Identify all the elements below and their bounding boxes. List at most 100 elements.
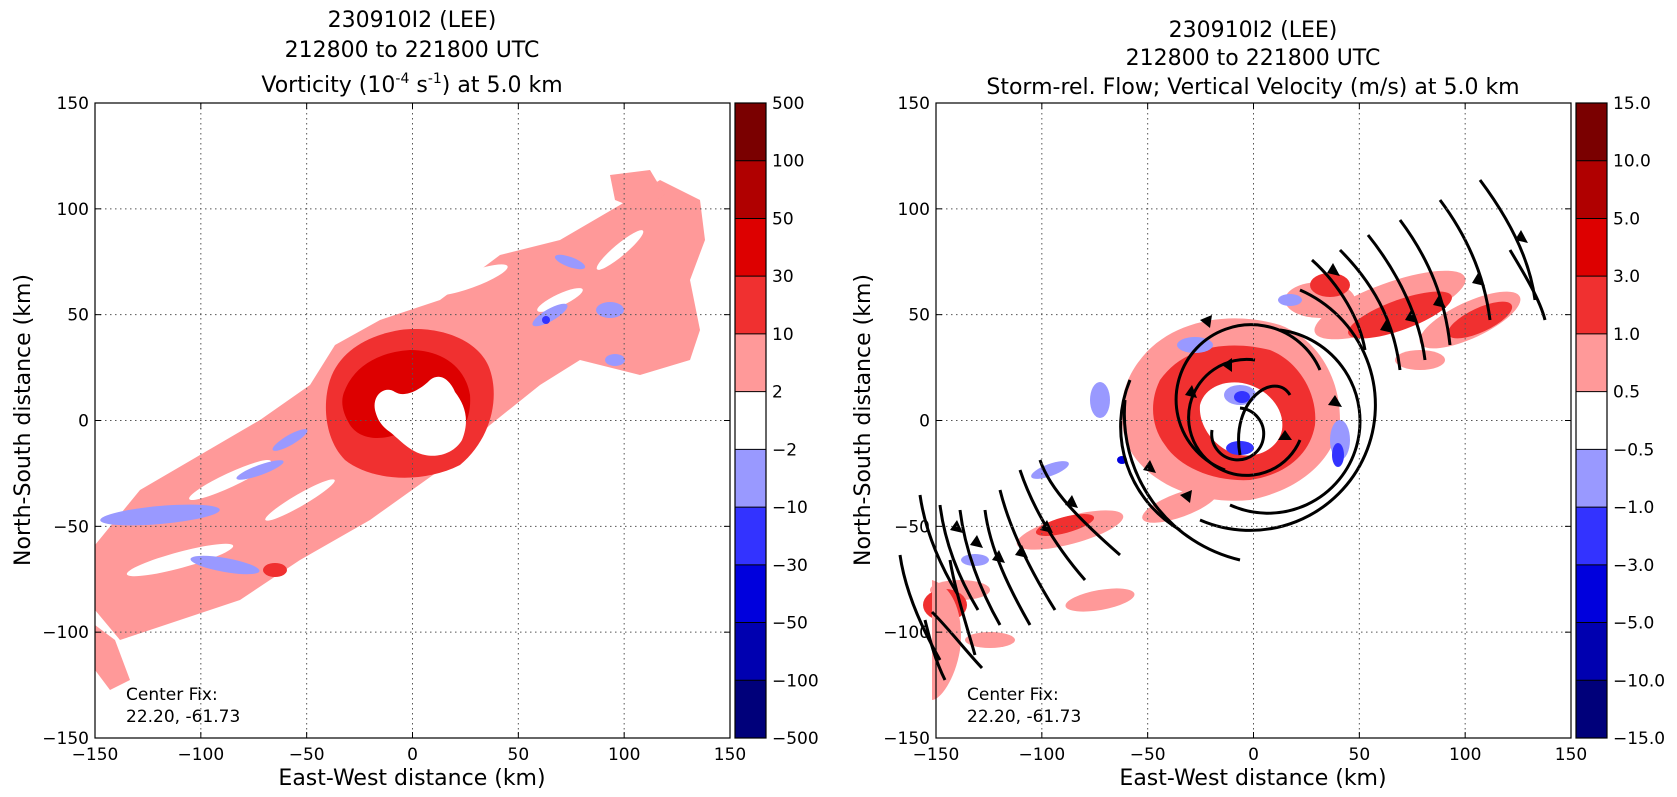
colorbar-swatch bbox=[1576, 218, 1607, 277]
plot-frame bbox=[935, 102, 1572, 739]
colorbar-swatch bbox=[1576, 160, 1607, 219]
panel1-title-line2: 212800 to 221800 UTC bbox=[285, 38, 540, 63]
panel2-title-line1: 230910I2 (LEE) bbox=[1169, 18, 1338, 43]
x-tick-label: −150 bbox=[72, 745, 119, 765]
panel2-x-axis-label: East-West distance (km) bbox=[1119, 766, 1386, 791]
y-tick-label: −150 bbox=[883, 729, 930, 749]
y-tick-label: −50 bbox=[53, 517, 89, 537]
y-tick-label: 0 bbox=[919, 412, 930, 432]
y-tick-label: 150 bbox=[57, 94, 89, 114]
colorbar-swatch bbox=[1576, 276, 1607, 335]
colorbar-swatch bbox=[1576, 103, 1607, 162]
colorbar-swatch bbox=[1576, 449, 1607, 508]
y-tick-label: 50 bbox=[908, 306, 930, 326]
colorbar-swatch bbox=[735, 103, 766, 162]
colorbar-label: −10.0 bbox=[1613, 671, 1665, 691]
colorbar-label: 5.0 bbox=[1613, 209, 1640, 229]
colorbar-label: −5.0 bbox=[1613, 614, 1654, 634]
y-tick-label: 150 bbox=[898, 94, 930, 114]
x-tick-label: −100 bbox=[1018, 745, 1065, 765]
colorbar-frame bbox=[1575, 102, 1608, 739]
colorbar-label: −500 bbox=[772, 729, 819, 749]
colorbar-frame bbox=[734, 102, 767, 739]
x-tick-label: −100 bbox=[177, 745, 224, 765]
colorbar-label: −100 bbox=[772, 671, 819, 691]
colorbar-swatch bbox=[1576, 333, 1607, 393]
colorbar-label: 10.0 bbox=[1613, 152, 1651, 172]
colorbar-swatch bbox=[735, 507, 766, 566]
colorbar-label: 15.0 bbox=[1613, 94, 1651, 114]
y-tick-label: 0 bbox=[78, 412, 89, 432]
colorbar-label: −10 bbox=[772, 498, 808, 518]
y-tick-label: −100 bbox=[883, 623, 930, 643]
panel1-center-fix-label: Center Fix: bbox=[126, 685, 218, 705]
y-tick-label: −50 bbox=[894, 517, 930, 537]
panel2-title-line2: 212800 to 221800 UTC bbox=[1126, 46, 1381, 71]
colorbar-swatch bbox=[735, 680, 766, 739]
x-tick-label: 50 bbox=[1349, 745, 1371, 765]
y-tick-label: −150 bbox=[42, 729, 89, 749]
colorbar-swatch bbox=[735, 218, 766, 277]
colorbar-label: 50 bbox=[772, 209, 794, 229]
colorbar-swatch bbox=[735, 564, 766, 624]
panel1-y-axis-label: North-South distance (km) bbox=[11, 274, 36, 566]
colorbar-swatch bbox=[1576, 680, 1607, 739]
y-tick-label: 50 bbox=[67, 306, 89, 326]
panel2-center-fix-label: Center Fix: bbox=[967, 685, 1059, 705]
colorbar-swatch bbox=[735, 449, 766, 508]
x-tick-label: 100 bbox=[608, 745, 640, 765]
colorbar-label: 1.0 bbox=[1613, 325, 1640, 345]
x-tick-label: 0 bbox=[407, 745, 418, 765]
x-tick-label: 0 bbox=[1248, 745, 1259, 765]
colorbar-swatch bbox=[1576, 391, 1607, 450]
colorbar-label: 3.0 bbox=[1613, 267, 1640, 287]
colorbar-label: −0.5 bbox=[1613, 440, 1654, 460]
panel1-title-line1: 230910I2 (LEE) bbox=[328, 8, 497, 33]
vertical-velocity-panel: 230910I2 (LEE) 212800 to 221800 UTC Stor… bbox=[851, 18, 1665, 791]
x-tick-label: −50 bbox=[1130, 745, 1166, 765]
colorbar-swatch bbox=[1576, 507, 1607, 566]
panel1-colorbar: 500 100 50 30 10 2 −2 −10 −30 −50 −100 −500 bbox=[734, 94, 819, 749]
colorbar-swatch bbox=[735, 622, 766, 681]
colorbar-swatch bbox=[735, 160, 766, 219]
panel1-x-axis-label: East-West distance (km) bbox=[278, 766, 545, 791]
vertical-velocity-field bbox=[923, 270, 1521, 700]
colorbar-label: −3.0 bbox=[1613, 556, 1654, 576]
colorbar-swatch bbox=[735, 276, 766, 335]
colorbar-swatch bbox=[735, 333, 766, 393]
colorbar-label: −1.0 bbox=[1613, 498, 1654, 518]
colorbar-swatch bbox=[1576, 622, 1607, 681]
panel1-axes: −150 −100 −50 0 50 100 150 −150 −100 −50 0 50 100 150 bbox=[42, 94, 746, 765]
y-tick-label: 100 bbox=[898, 200, 930, 220]
plot-frame bbox=[94, 102, 731, 739]
colorbar-label: 30 bbox=[772, 267, 794, 287]
panel2-colorbar: 15.0 10.0 5.0 3.0 1.0 0.5 −0.5 −1.0 −3.0 −5.0 −10.… bbox=[1575, 94, 1665, 749]
colorbar-label: −50 bbox=[772, 614, 808, 634]
x-tick-label: 100 bbox=[1449, 745, 1481, 765]
colorbar-swatch bbox=[735, 391, 766, 450]
x-tick-label: −50 bbox=[289, 745, 325, 765]
vorticity-panel: 230910I2 (LEE) 212800 to 221800 UTC Vort… bbox=[11, 8, 819, 791]
colorbar-label: 500 bbox=[772, 94, 804, 114]
colorbar-label: −15.0 bbox=[1613, 729, 1665, 749]
colorbar-label: 100 bbox=[772, 152, 804, 172]
colorbar-swatch bbox=[1576, 564, 1607, 624]
x-tick-label: −150 bbox=[913, 745, 960, 765]
colorbar-label: −30 bbox=[772, 556, 808, 576]
panel2-title-line3: Storm-rel. Flow; Vertical Velocity (m/s)… bbox=[986, 75, 1519, 100]
x-tick-label: 150 bbox=[714, 745, 746, 765]
colorbar-label: 10 bbox=[772, 325, 794, 345]
y-tick-label: −100 bbox=[42, 623, 89, 643]
storm-relative-flow-streamlines bbox=[898, 179, 1547, 681]
panel1-title-line3: Vorticity (10-4 s-1) at 5.0 km bbox=[261, 71, 562, 98]
y-tick-label: 100 bbox=[57, 200, 89, 220]
panel2-axes: −150 −100 −50 0 50 100 150 −150 −100 −50 0 50 100 150 bbox=[883, 94, 1587, 765]
colorbar-label: 2 bbox=[772, 383, 783, 403]
panel2-center-fix-coords: 22.20, -61.73 bbox=[967, 707, 1081, 727]
colorbar-label: 0.5 bbox=[1613, 383, 1640, 403]
x-tick-label: 150 bbox=[1555, 745, 1587, 765]
colorbar-label: −2 bbox=[772, 440, 797, 460]
panel1-center-fix-coords: 22.20, -61.73 bbox=[126, 707, 240, 727]
x-tick-label: 50 bbox=[508, 745, 530, 765]
